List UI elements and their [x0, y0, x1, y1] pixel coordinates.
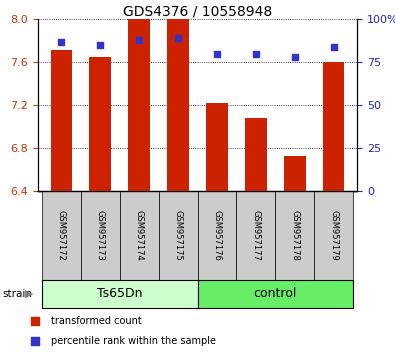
- Bar: [42, 280, 198, 308]
- Text: GSM957174: GSM957174: [135, 210, 144, 261]
- Text: ▶: ▶: [24, 289, 33, 299]
- Text: GSM957179: GSM957179: [329, 210, 338, 261]
- Text: strain: strain: [2, 289, 32, 299]
- Point: [253, 51, 259, 57]
- Title: GDS4376 / 10558948: GDS4376 / 10558948: [123, 4, 272, 18]
- Text: GSM957178: GSM957178: [290, 210, 299, 261]
- Bar: [81, 191, 120, 280]
- Text: GSM957176: GSM957176: [213, 210, 222, 261]
- Bar: [284, 156, 305, 191]
- Text: GSM957173: GSM957173: [96, 210, 105, 261]
- Point: [32, 338, 38, 344]
- Point: [32, 318, 38, 324]
- Bar: [314, 191, 353, 280]
- Text: control: control: [254, 287, 297, 300]
- Bar: [237, 191, 275, 280]
- Text: percentile rank within the sample: percentile rank within the sample: [51, 336, 216, 346]
- Bar: [90, 57, 111, 191]
- Text: GSM957177: GSM957177: [251, 210, 260, 261]
- Bar: [323, 62, 344, 191]
- Bar: [120, 191, 158, 280]
- Point: [58, 39, 64, 45]
- Text: GSM957175: GSM957175: [173, 210, 182, 261]
- Text: GSM957172: GSM957172: [57, 210, 66, 261]
- Text: transformed count: transformed count: [51, 316, 142, 326]
- Point: [136, 37, 142, 43]
- Bar: [167, 19, 189, 191]
- Bar: [128, 19, 150, 191]
- Point: [97, 42, 103, 48]
- Bar: [158, 191, 198, 280]
- Bar: [51, 50, 72, 191]
- Bar: [198, 191, 237, 280]
- Point: [175, 35, 181, 41]
- Text: Ts65Dn: Ts65Dn: [97, 287, 143, 300]
- Bar: [42, 191, 81, 280]
- Point: [331, 44, 337, 50]
- Bar: [198, 280, 353, 308]
- Bar: [206, 103, 228, 191]
- Bar: [275, 191, 314, 280]
- Point: [214, 51, 220, 57]
- Point: [292, 55, 298, 60]
- Bar: [245, 118, 267, 191]
